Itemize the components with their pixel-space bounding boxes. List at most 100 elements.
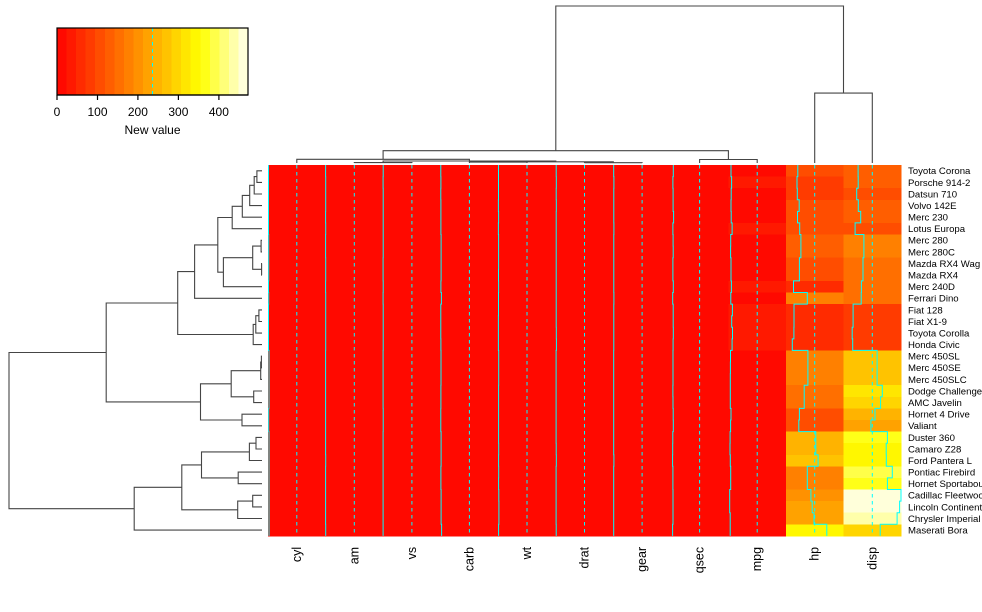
heatmap-cell [325, 443, 384, 456]
heatmap-cell [785, 443, 845, 456]
dendrogram-branch [217, 216, 233, 273]
key-tick-label: 100 [87, 105, 107, 119]
heatmap-cell [325, 373, 384, 386]
heatmap-cell [555, 477, 614, 491]
heatmap-cell [613, 396, 672, 409]
heatmap-cell [268, 477, 327, 491]
heatmap-cell [843, 396, 902, 409]
heatmap-cell [785, 165, 845, 178]
heatmap-cell [728, 234, 787, 247]
heatmap-cell [555, 234, 614, 247]
heatmap-cell [555, 396, 614, 409]
heatmap-cell [613, 443, 672, 456]
heatmap-cell [785, 199, 845, 212]
heatmap-cell [268, 304, 327, 317]
row-label: Merc 230 [908, 213, 948, 224]
heatmap-cell [325, 396, 384, 409]
row-label: Volvo 142E [908, 201, 957, 212]
heatmap-cell [785, 396, 845, 409]
heatmap-cell [498, 477, 557, 491]
dendrogram-branch [468, 161, 528, 163]
column-label: cyl [290, 547, 304, 562]
key-gradient-step [162, 28, 173, 95]
heatmap-cell [325, 234, 384, 247]
heatmap-cell [555, 443, 614, 456]
heatmap-cell [785, 408, 845, 421]
key-gradient-step [190, 28, 201, 95]
heatmap-cell [785, 466, 845, 479]
key-gradient-step [57, 28, 68, 95]
heatmap-cell [843, 304, 902, 317]
heatmap-cell [498, 443, 557, 456]
heatmap-cell [555, 512, 614, 525]
row-label: Porsche 914-2 [908, 178, 970, 189]
heatmap-cell [613, 269, 672, 282]
heatmap-cell [325, 501, 384, 514]
heatmap-cell [670, 501, 729, 514]
heatmap-cell [268, 176, 327, 189]
key-gradient-step [238, 28, 249, 95]
column-label: gear [635, 547, 649, 572]
column-label: carb [462, 547, 476, 571]
heatmap-cell [325, 176, 384, 189]
key-gradient-step [76, 28, 87, 95]
row-label: Toyota Corona [908, 166, 971, 177]
heatmap-cell [728, 176, 787, 189]
column-dendrogram [296, 5, 873, 164]
heatmap-cell [728, 165, 787, 178]
heatmap-cell [325, 304, 384, 317]
dendrogram-branch [252, 323, 262, 346]
heatmap-cell [555, 165, 614, 178]
column-label: wt [520, 546, 534, 560]
heatmap-cell [728, 477, 787, 491]
dendrogram-branch [252, 245, 262, 270]
row-label: Merc 450SL [908, 352, 960, 363]
row-label: Merc 280 [908, 236, 948, 247]
heatmap-cell [728, 304, 787, 317]
row-label: Toyota Corolla [908, 329, 970, 340]
row-label: Camaro Z28 [908, 444, 961, 455]
heatmap-cell [383, 234, 442, 247]
dendrogram-branch [296, 158, 470, 163]
dendrogram-branch [255, 315, 262, 334]
column-label: vs [405, 547, 419, 560]
heatmap-cell [440, 269, 499, 282]
key-gradient-step [114, 28, 125, 95]
heatmap-cell [498, 234, 557, 247]
heatmap-cell [555, 304, 614, 317]
dendrogram-branch [699, 158, 758, 163]
heatmap-cell [785, 304, 845, 317]
heatmap-cell [440, 408, 499, 421]
key-gradient-step [228, 28, 239, 95]
heatmap-cell [613, 466, 672, 479]
heatmap-cell [268, 431, 327, 444]
dendrogram-branch [252, 494, 262, 508]
row-label: AMC Javelin [908, 398, 962, 409]
heatmap-cell [383, 501, 442, 514]
heatmap-cell [613, 477, 672, 491]
heatmap-cell [613, 165, 672, 178]
heatmap-cell [383, 165, 442, 178]
heatmap-cell [383, 512, 442, 525]
heatmap-cell [728, 338, 787, 352]
key-gradient-step [123, 28, 134, 95]
heatmap-cell [670, 443, 729, 456]
column-labels: cyl am vs carb wt drat gear qsec mpg hp disp [290, 546, 880, 573]
key-tick-label: 300 [168, 105, 188, 119]
dendrogram-branch [237, 471, 262, 485]
dendrogram-branch [200, 451, 250, 479]
trace-value-line [729, 165, 733, 536]
heatmap-cell [843, 408, 902, 421]
row-label: Merc 280C [908, 247, 955, 258]
row-label: Chrysler Imperial [908, 514, 981, 525]
heatmap-cell [440, 176, 499, 189]
row-label: Datsun 710 [908, 189, 957, 200]
heatmap-cell [383, 269, 442, 282]
dendrogram-branch [260, 239, 262, 253]
dendrogram-branch [249, 184, 262, 207]
heatmap-cell [670, 512, 729, 525]
heatmap-cell [728, 501, 787, 514]
dendrogram-branch [222, 257, 262, 288]
heatmap-cell [670, 431, 729, 444]
